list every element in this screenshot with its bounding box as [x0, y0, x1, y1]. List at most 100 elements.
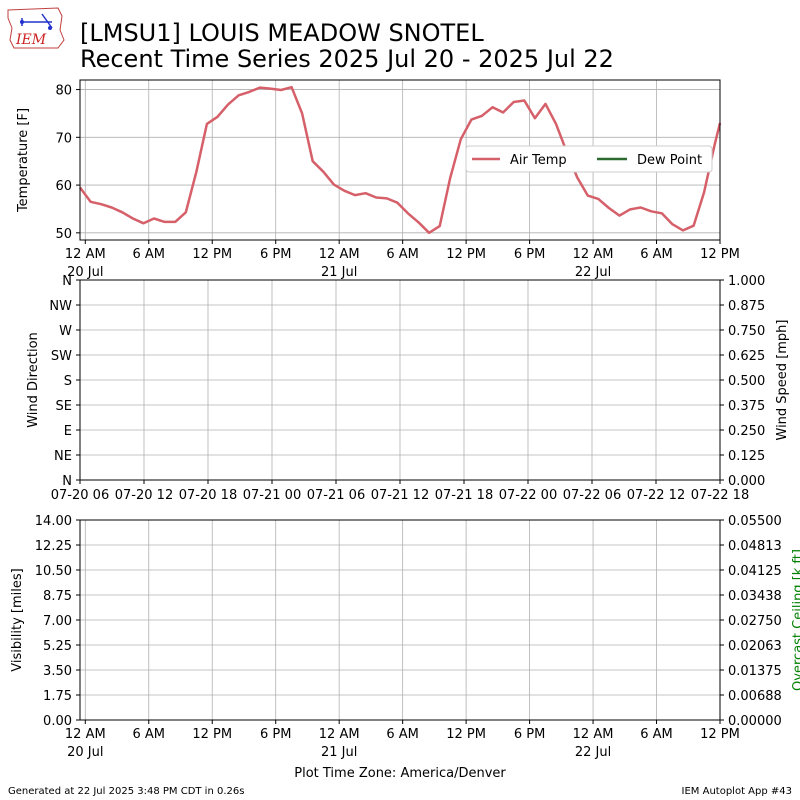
temperature-xtick-label: 6 AM — [640, 247, 673, 262]
temperature-xtick-label: 6 AM — [133, 247, 166, 262]
air-temp-line — [78, 85, 722, 235]
visibility-ytick-label: 14.00 — [35, 514, 72, 529]
temperature-axes-frame — [79, 79, 721, 241]
visibility-xtick-label: 6 PM — [514, 727, 545, 742]
ceiling-ytick-label: 0.05500 — [728, 514, 782, 529]
logo-station-dot — [48, 26, 52, 30]
temperature-yticks: 50 60 70 80 — [55, 84, 80, 242]
visibility-panel: 0.001.753.505.257.008.7510.5012.2514.00 … — [10, 514, 800, 760]
temperature-xtick-label: 12 AM — [319, 247, 360, 262]
visibility-xtick-sublabel: 22 Jul — [575, 745, 611, 760]
wind-direction-yticks: N NE E SE S SW W NW N — [49, 274, 80, 489]
temperature-ytick-label: 70 — [55, 131, 72, 146]
temperature-xtick-label: 12 PM — [192, 247, 232, 262]
visibility-xtick-label: 6 AM — [133, 727, 166, 742]
wind-direction-ytick-label: E — [64, 424, 72, 439]
visibility-xtick-label: 12 AM — [319, 727, 360, 742]
wind-speed-ytick-label: 0.875 — [728, 299, 765, 314]
wind-direction-ytick-label: N — [62, 474, 72, 489]
wind-xtick-label: 07-22 00 — [499, 488, 557, 503]
visibility-ytick-label: 8.75 — [43, 589, 72, 604]
ceiling-ytick-label: 0.00688 — [728, 689, 782, 704]
wind-speed-ytick-label: 0.625 — [728, 349, 765, 364]
wind-direction-ylabel: Wind Direction — [26, 332, 41, 428]
wind-direction-ytick-label: SW — [51, 349, 72, 364]
wind-speed-ylabel: Wind Speed [mph] — [775, 320, 790, 441]
visibility-xticks: 12 AM 20 Jul 6 AM 12 PM 6 PM 12 AM 21 Jul 6 AM 1… — [65, 720, 740, 760]
temperature-xtick-label: 12 PM — [446, 247, 486, 262]
visibility-xtick-label: 6 AM — [640, 727, 673, 742]
wind-xtick-label: 07-22 12 — [627, 488, 685, 503]
ceiling-ytick-label: 0.04125 — [728, 564, 782, 579]
wind-speed-yticks: 0.000 0.125 0.250 0.375 0.500 0.625 0.750 0.875… — [720, 274, 765, 489]
ceiling-ytick-label: 0.03438 — [728, 589, 782, 604]
temperature-ytick-label: 60 — [55, 179, 72, 194]
temperature-xtick-label: 6 AM — [386, 247, 419, 262]
temperature-xtick-sublabel: 21 Jul — [321, 265, 357, 280]
visibility-xtick-sublabel: 21 Jul — [321, 745, 357, 760]
wind-xtick-label: 07-21 06 — [307, 488, 365, 503]
wind-speed-ytick-label: 0.125 — [728, 449, 765, 464]
ceiling-ytick-label: 0.02063 — [728, 639, 782, 654]
visibility-ytick-label: 12.25 — [35, 539, 72, 554]
visibility-xtick-label: 12 AM — [573, 727, 614, 742]
legend-air-temp-label: Air Temp — [510, 153, 567, 168]
visibility-xtick-label: 12 AM — [65, 727, 106, 742]
temperature-xtick-sublabel: 22 Jul — [575, 265, 611, 280]
legend-box — [465, 145, 713, 173]
visibility-ytick-label: 10.50 — [35, 564, 72, 579]
chart-title-line2: Recent Time Series 2025 Jul 20 - 2025 Ju… — [80, 45, 614, 73]
visibility-ytick-label: 0.00 — [43, 714, 72, 729]
legend-dew-point-label: Dew Point — [637, 153, 702, 168]
wind-xtick-label: 07-20 12 — [115, 488, 173, 503]
temperature-ytick-label: 50 — [55, 227, 72, 242]
temperature-xtick-label: 12 AM — [65, 247, 106, 262]
wind-direction-ytick-label: N — [62, 274, 72, 289]
visibility-xtick-label: 6 AM — [386, 727, 419, 742]
temperature-xtick-label: 6 PM — [514, 247, 545, 262]
wind-speed-ytick-label: 0.250 — [728, 424, 765, 439]
visibility-ylabel: Visibility [miles] — [10, 568, 25, 671]
wind-xticks: 07-20 06 07-20 12 07-20 18 07-21 00 07-21 06… — [51, 480, 749, 503]
logo-station-line — [41, 13, 53, 29]
wind-xtick-label: 07-21 18 — [435, 488, 493, 503]
temperature-xtick-label: 6 PM — [260, 247, 291, 262]
visibility-xtick-label: 12 PM — [700, 727, 740, 742]
chart-title-line1: [LMSU1] LOUIS MEADOW SNOTEL — [80, 19, 484, 47]
visibility-yticks: 0.00 1.75 3.50 5.25 7.00 8.75 10.50 12.25 14.00 — [35, 514, 80, 729]
temperature-ylabel: Temperature [F] — [16, 108, 31, 213]
temperature-xtick-label: 12 AM — [573, 247, 614, 262]
wind-xtick-label: 07-22 18 — [691, 488, 749, 503]
iem-logo: IEM — [7, 7, 65, 49]
wind-direction-ytick-label: NW — [49, 299, 72, 314]
visibility-ytick-label: 7.00 — [43, 614, 72, 629]
visibility-xtick-sublabel: 20 Jul — [67, 745, 103, 760]
wind-xtick-label: 07-20 18 — [179, 488, 237, 503]
ceiling-ytick-label: 0.02750 — [728, 614, 782, 629]
wind-direction-ytick-label: W — [59, 324, 72, 339]
footer-generated: Generated at 22 Jul 2025 3:48 PM CDT in … — [8, 786, 244, 797]
ceiling-ylabel: Overcast Ceiling [k ft] — [791, 549, 800, 691]
wind-direction-ytick-label: S — [64, 374, 72, 389]
timezone-label: Plot Time Zone: America/Denver — [294, 766, 506, 781]
ceiling-ytick-label: 0.00000 — [728, 714, 782, 729]
wind-speed-ytick-label: 1.000 — [728, 274, 765, 289]
iowa-outline-icon — [7, 7, 65, 49]
temperature-xtick-sublabel: 20 Jul — [67, 265, 103, 280]
wind-speed-ytick-label: 0.500 — [728, 374, 765, 389]
temperature-ytick-label: 80 — [55, 84, 72, 99]
visibility-xtick-label: 12 PM — [192, 727, 232, 742]
ceiling-yticks: 0.00000 0.00688 0.01375 0.02063 0.02750 0.034… — [720, 514, 782, 729]
footer-app: IEM Autoplot App #43 — [682, 786, 792, 797]
wind-xtick-label: 07-21 12 — [371, 488, 429, 503]
wind-xtick-label: 07-20 06 — [51, 488, 109, 503]
visibility-ytick-label: 3.50 — [43, 664, 72, 679]
wind-grid — [79, 279, 721, 481]
logo-station-dot — [20, 20, 24, 24]
visibility-xtick-label: 12 PM — [446, 727, 486, 742]
ceiling-ytick-label: 0.04813 — [728, 539, 782, 554]
wind-direction-ytick-label: SE — [56, 399, 72, 414]
visibility-ytick-label: 1.75 — [43, 689, 72, 704]
